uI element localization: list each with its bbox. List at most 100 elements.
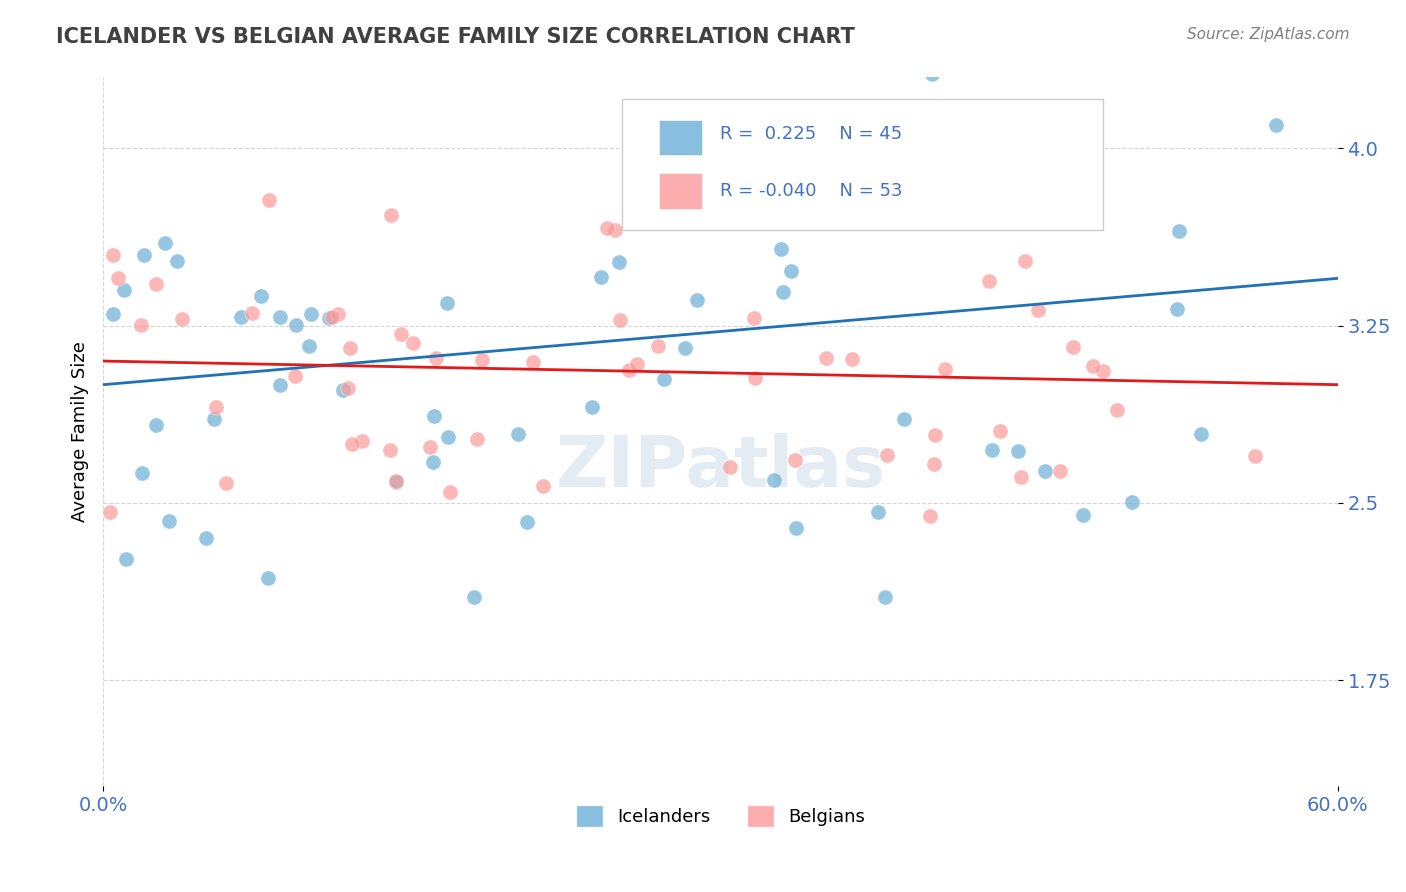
Point [591,270,613,285]
Point [531,478,554,492]
Point [934,362,956,376]
Point [402,336,425,351]
Point [98,505,121,519]
Text: Source: ZipAtlas.com: Source: ZipAtlas.com [1187,27,1350,42]
Point [195,531,218,545]
Point [215,475,238,490]
Point [785,520,807,534]
Point [922,457,945,471]
Point [339,341,361,355]
Point [506,426,529,441]
Point [617,362,640,376]
Point [257,193,280,207]
Point [385,475,408,489]
Point [112,283,135,297]
Point [284,368,307,383]
Point [166,253,188,268]
Point [866,505,889,519]
Point [876,448,898,462]
Point [1166,301,1188,316]
Point [1062,340,1084,354]
Point [977,274,1000,288]
Point [250,288,273,302]
Point [1107,403,1129,417]
Point [145,417,167,432]
Point [336,381,359,395]
Point [516,515,538,529]
FancyBboxPatch shape [621,99,1104,230]
Point [153,235,176,250]
Point [269,378,291,392]
Point [145,277,167,291]
Point [1014,254,1036,268]
Point [299,307,322,321]
Legend: Icelanders, Belgians: Icelanders, Belgians [568,797,872,834]
Point [522,355,544,369]
Point [439,485,461,500]
Point [422,455,444,469]
Point [918,509,941,524]
Point [1083,359,1105,373]
Point [437,430,460,444]
Text: ICELANDER VS BELGIAN AVERAGE FAMILY SIZE CORRELATION CHART: ICELANDER VS BELGIAN AVERAGE FAMILY SIZE… [56,27,855,46]
Text: ZIPatlas: ZIPatlas [555,433,886,502]
Point [1033,464,1056,478]
Point [815,351,838,366]
Point [1007,443,1029,458]
Point [873,591,896,605]
Point [326,308,349,322]
Point [332,383,354,397]
Point [1073,508,1095,522]
Point [1011,470,1033,484]
Point [172,311,194,326]
Point [893,412,915,426]
Point [1244,449,1267,463]
FancyBboxPatch shape [659,120,702,155]
Point [340,437,363,451]
Point [298,339,321,353]
Point [378,443,401,458]
Point [419,441,441,455]
Point [744,371,766,385]
Point [603,223,626,237]
Point [465,433,488,447]
Point [256,572,278,586]
Point [425,351,447,366]
Point [1091,364,1114,378]
Point [841,352,863,367]
Point [202,412,225,426]
Point [762,474,785,488]
Point [581,401,603,415]
Point [157,514,180,528]
Text: R = -0.040    N = 53: R = -0.040 N = 53 [720,182,903,200]
Point [1265,118,1288,132]
Point [607,254,630,268]
Point [647,339,669,353]
FancyBboxPatch shape [659,173,702,209]
Point [988,424,1011,438]
Point [470,353,492,368]
Point [686,293,709,307]
Point [269,310,291,324]
Point [385,474,408,488]
Point [924,428,946,442]
Point [131,467,153,481]
Point [980,443,1002,458]
Point [352,434,374,448]
Point [423,409,446,423]
Point [231,310,253,325]
Point [463,591,485,605]
Point [103,248,125,262]
Point [134,248,156,262]
Point [436,296,458,310]
Text: R =  0.225    N = 45: R = 0.225 N = 45 [720,125,903,143]
Point [742,310,765,325]
Point [107,271,129,285]
Point [380,207,402,221]
Point [389,326,412,341]
Point [1049,464,1071,478]
Point [321,310,343,324]
Point [1189,426,1212,441]
Point [1026,302,1049,317]
Point [609,312,631,326]
